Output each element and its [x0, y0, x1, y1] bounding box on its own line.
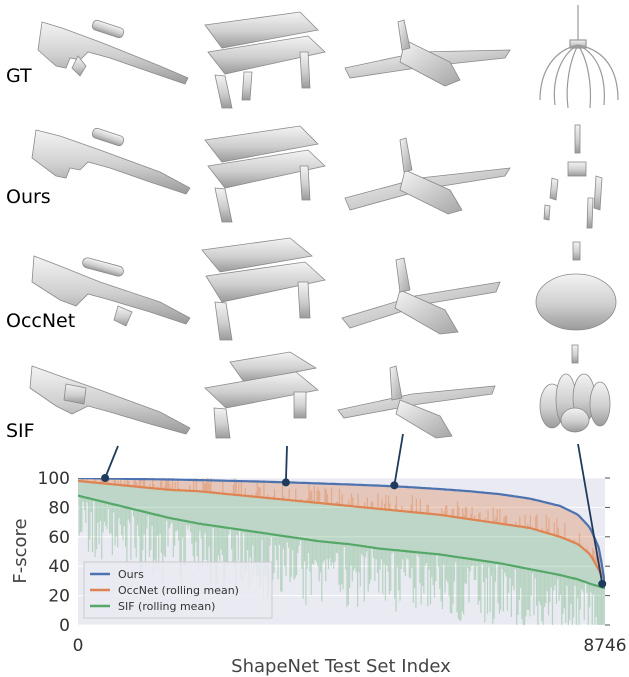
y-tick-label: 60 — [48, 528, 70, 548]
legend-label-ours: Ours — [118, 568, 144, 581]
rifle-render-sif — [29, 365, 191, 435]
pointer-line-rifle — [104, 445, 119, 479]
y-tick-label: 100 — [38, 469, 70, 489]
row-label-ours: Ours — [6, 186, 51, 208]
legend: Ours OccNet (rolling mean) SIF (rolling … — [83, 561, 273, 619]
area-fills — [78, 478, 605, 589]
pointer-line-bench — [284, 445, 288, 483]
occnet-gap-fill — [78, 478, 605, 584]
rifle-render-occnet — [31, 255, 191, 327]
axis-ticks: 0 20 40 60 80 100 0 8746 — [38, 469, 627, 656]
series-line-occnet — [78, 479, 605, 582]
x-axis-label: ShapeNet Test Set Index — [231, 656, 451, 677]
bench-render-sif — [204, 351, 319, 439]
pointer-dot-chandelier — [598, 579, 607, 588]
series-lines — [78, 478, 605, 590]
row-label-occnet: OccNet — [6, 310, 75, 332]
pointer-line-airplane — [393, 433, 404, 486]
y-tick-label: 0 — [59, 616, 70, 636]
series-line-sif — [78, 494, 605, 590]
legend-label-sif: SIF (rolling mean) — [118, 600, 215, 613]
legend-box — [83, 561, 273, 619]
chandelier-render-gt — [539, 5, 619, 109]
series-line-ours — [78, 478, 605, 584]
sif-gap-fill — [78, 480, 605, 589]
y-tick-label: 40 — [48, 557, 70, 577]
row-label-gt: GT — [6, 65, 32, 87]
y-axis-label: F-score — [10, 518, 31, 583]
pointer-line-chandelier — [577, 443, 604, 584]
bench-render-gt — [204, 11, 326, 109]
bench-render-occnet — [201, 237, 326, 341]
bench-render-ours — [204, 125, 326, 223]
chandelier-render-sif — [539, 344, 611, 433]
chandelier-render-ours — [543, 124, 603, 229]
airplane-render-ours — [344, 137, 511, 215]
airplane-render-occnet — [341, 257, 501, 335]
legend-label-occnet: OccNet (rolling mean) — [118, 584, 239, 597]
airplane-render-gt — [344, 19, 511, 87]
pointer-dot-bench — [281, 478, 290, 487]
rifle-render-gt — [37, 19, 189, 85]
chandelier-render-occnet — [535, 241, 617, 331]
rifle-render-ours — [31, 127, 191, 195]
pointer-dot-rifle — [101, 474, 110, 482]
pointer-dot-airplane — [390, 481, 399, 490]
airplane-render-sif — [337, 365, 496, 439]
pointers — [101, 433, 607, 588]
row-label-sif: SIF — [6, 420, 35, 442]
raw-scores — [78, 478, 605, 625]
y-tick-label: 80 — [48, 498, 70, 518]
x-tick-label: 8746 — [583, 636, 626, 656]
x-tick-label: 0 — [73, 636, 84, 656]
y-tick-label: 20 — [48, 587, 70, 607]
chart: 0 20 40 60 80 100 0 8746 F-score ShapeNet Test … — [10, 433, 627, 677]
